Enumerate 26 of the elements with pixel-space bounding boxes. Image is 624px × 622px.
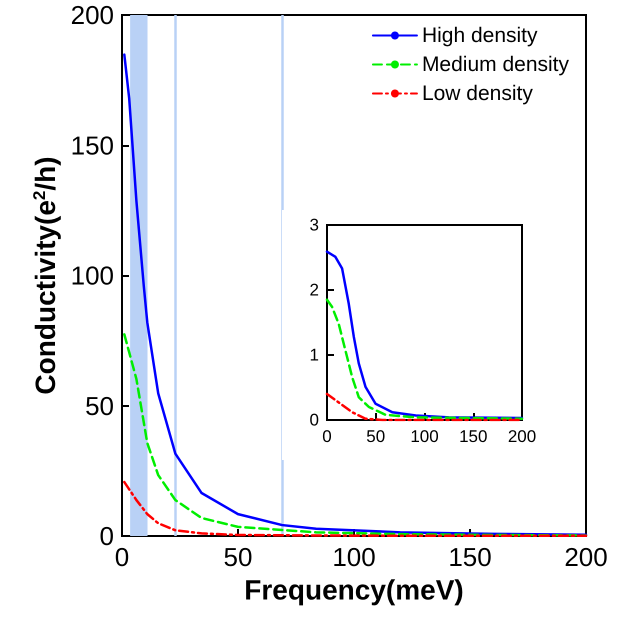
y-tick-label: 1 — [310, 346, 319, 364]
line-series — [123, 333, 588, 537]
x-axis-title: Frequency(meV) — [244, 574, 464, 606]
y-tick-label: 0 — [100, 521, 114, 551]
y-tick-label: 150 — [70, 130, 114, 160]
line-series — [326, 298, 524, 420]
legend-label: Medium density — [422, 53, 570, 76]
y-tick-label: 3 — [310, 216, 319, 234]
x-tick-label: 0 — [322, 427, 332, 446]
y-tick-label: 0 — [310, 410, 319, 430]
x-tick-label: 150 — [448, 542, 492, 572]
legend-label: Low density — [422, 82, 534, 105]
y-tick-label: 50 — [85, 390, 114, 421]
y-tick-label: 2 — [310, 280, 319, 300]
x-tick-label: 100 — [332, 542, 376, 572]
x-tick-label: 200 — [564, 542, 608, 572]
legend-label: High density — [422, 24, 538, 47]
x-tick-label: 150 — [459, 427, 488, 446]
x-tick-label: 50 — [366, 427, 386, 446]
y-tick-label: 100 — [70, 260, 114, 290]
x-tick-label: 100 — [410, 427, 439, 446]
y-axis-title: Conductivity(e2/h) — [30, 156, 61, 395]
line-series — [123, 480, 588, 537]
x-tick-label: 200 — [508, 427, 536, 446]
y-tick-label: 200 — [70, 0, 114, 30]
x-tick-label: 50 — [224, 542, 252, 572]
